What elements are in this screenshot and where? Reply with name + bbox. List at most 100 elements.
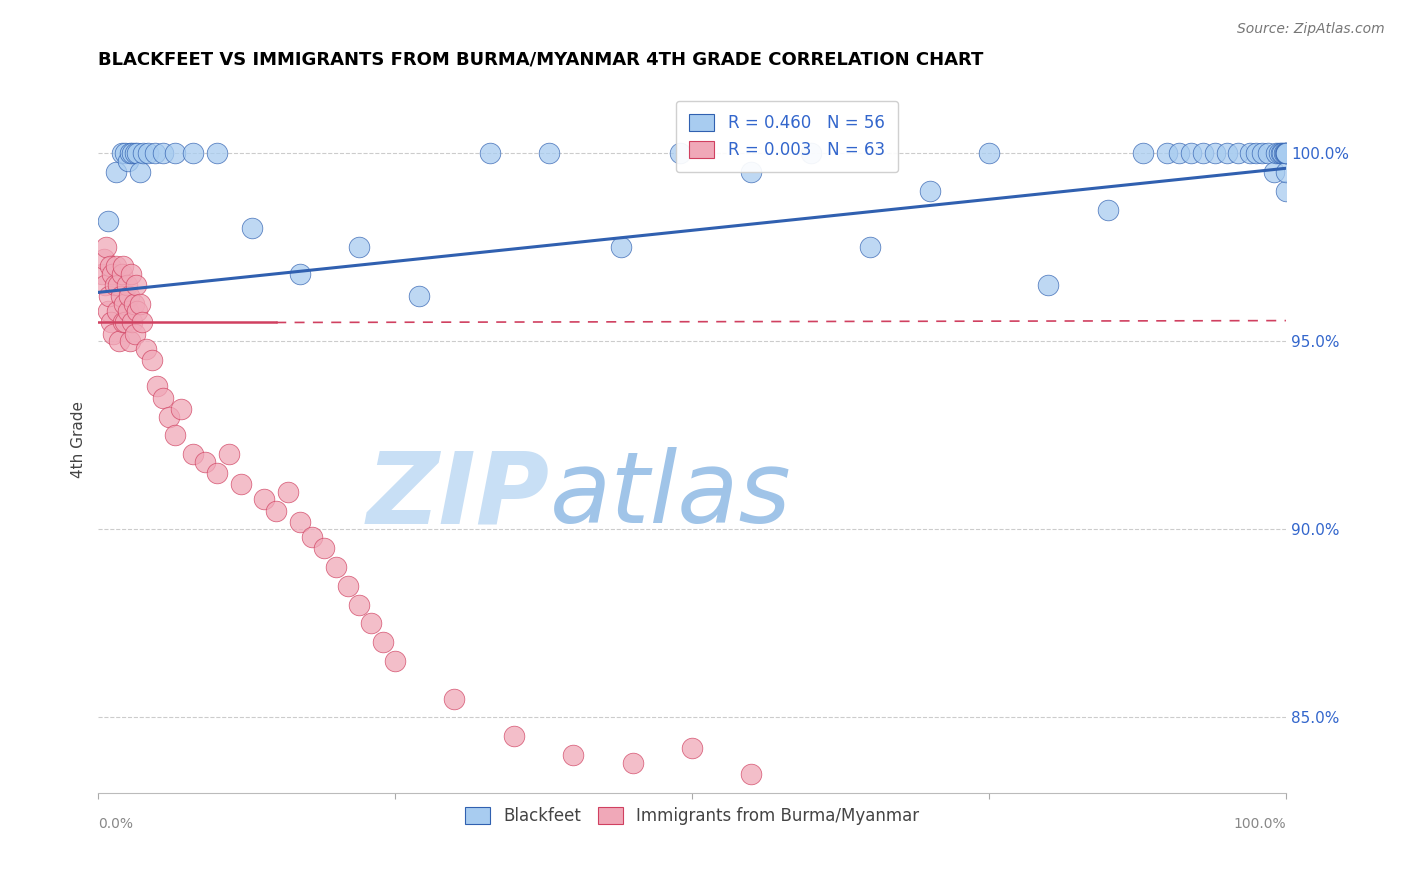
Point [165,146,187,161]
Point [800,146,823,161]
Point [100,316,122,330]
Point [124,326,146,341]
Point [105,304,128,318]
Text: ZIP: ZIP [367,447,550,544]
Point [349,240,371,254]
Point [205,146,228,161]
Point [1038,277,1060,292]
Point [107,277,129,292]
Point [443,691,465,706]
Point [740,165,762,179]
Point [111,259,134,273]
Point [111,316,134,330]
Point [1239,146,1261,161]
Point [124,146,146,161]
Point [1257,146,1279,161]
Point [253,492,276,507]
Point [336,579,359,593]
Point [1204,146,1226,161]
Point [114,316,136,330]
Point [117,153,139,168]
Point [97,289,120,303]
Point [325,560,347,574]
Point [165,428,187,442]
Point [104,277,127,292]
Text: 0.0%: 0.0% [98,817,134,831]
Point [1191,146,1213,161]
Point [1275,146,1298,161]
Point [101,267,124,281]
Point [108,334,131,349]
Point [1246,146,1268,161]
Point [120,334,142,349]
Point [1132,146,1154,161]
Point [98,259,121,273]
Point [152,391,174,405]
Point [111,267,134,281]
Point [1263,165,1285,179]
Point [127,304,149,318]
Point [194,455,217,469]
Point [621,756,644,770]
Point [242,221,264,235]
Point [104,165,127,179]
Point [157,409,180,424]
Point [740,767,762,781]
Point [859,240,882,254]
Point [96,214,118,228]
Point [170,402,193,417]
Point [112,296,135,310]
Point [181,146,204,161]
Point [1156,146,1178,161]
Point [135,342,157,356]
Point [1275,184,1298,198]
Point [1215,146,1237,161]
Point [125,277,148,292]
Point [349,598,371,612]
Point [96,304,118,318]
Point [94,277,117,292]
Text: BLACKFEET VS IMMIGRANTS FROM BURMA/MYANMAR 4TH GRADE CORRELATION CHART: BLACKFEET VS IMMIGRANTS FROM BURMA/MYANM… [98,51,983,69]
Point [128,296,150,310]
Point [373,635,395,649]
Point [141,353,163,368]
Text: 100.0%: 100.0% [1233,817,1286,831]
Point [111,146,134,161]
Point [146,379,169,393]
Point [181,447,204,461]
Point [360,616,382,631]
Point [205,466,228,480]
Point [977,146,1000,161]
Point [502,729,524,743]
Point [121,316,143,330]
Point [1275,146,1298,161]
Point [127,146,149,161]
Text: Source: ZipAtlas.com: Source: ZipAtlas.com [1237,22,1385,37]
Legend: Blackfeet, Immigrants from Burma/Myanmar: Blackfeet, Immigrants from Burma/Myanmar [457,799,928,834]
Point [1274,146,1296,161]
Point [1251,146,1274,161]
Point [918,184,941,198]
Point [122,296,145,310]
Y-axis label: 4th Grade: 4th Grade [72,401,86,477]
Point [1265,146,1288,161]
Point [681,740,703,755]
Point [1275,165,1298,179]
Point [538,146,561,161]
Point [408,289,430,303]
Point [128,165,150,179]
Point [115,277,138,292]
Point [93,252,115,266]
Point [120,267,142,281]
Point [1270,146,1292,161]
Point [104,259,127,273]
Point [1268,146,1291,161]
Point [1275,146,1298,161]
Point [562,747,585,762]
Point [1271,146,1294,161]
Point [136,146,159,161]
Point [1227,146,1250,161]
Point [609,240,631,254]
Point [288,515,311,529]
Point [110,289,132,303]
